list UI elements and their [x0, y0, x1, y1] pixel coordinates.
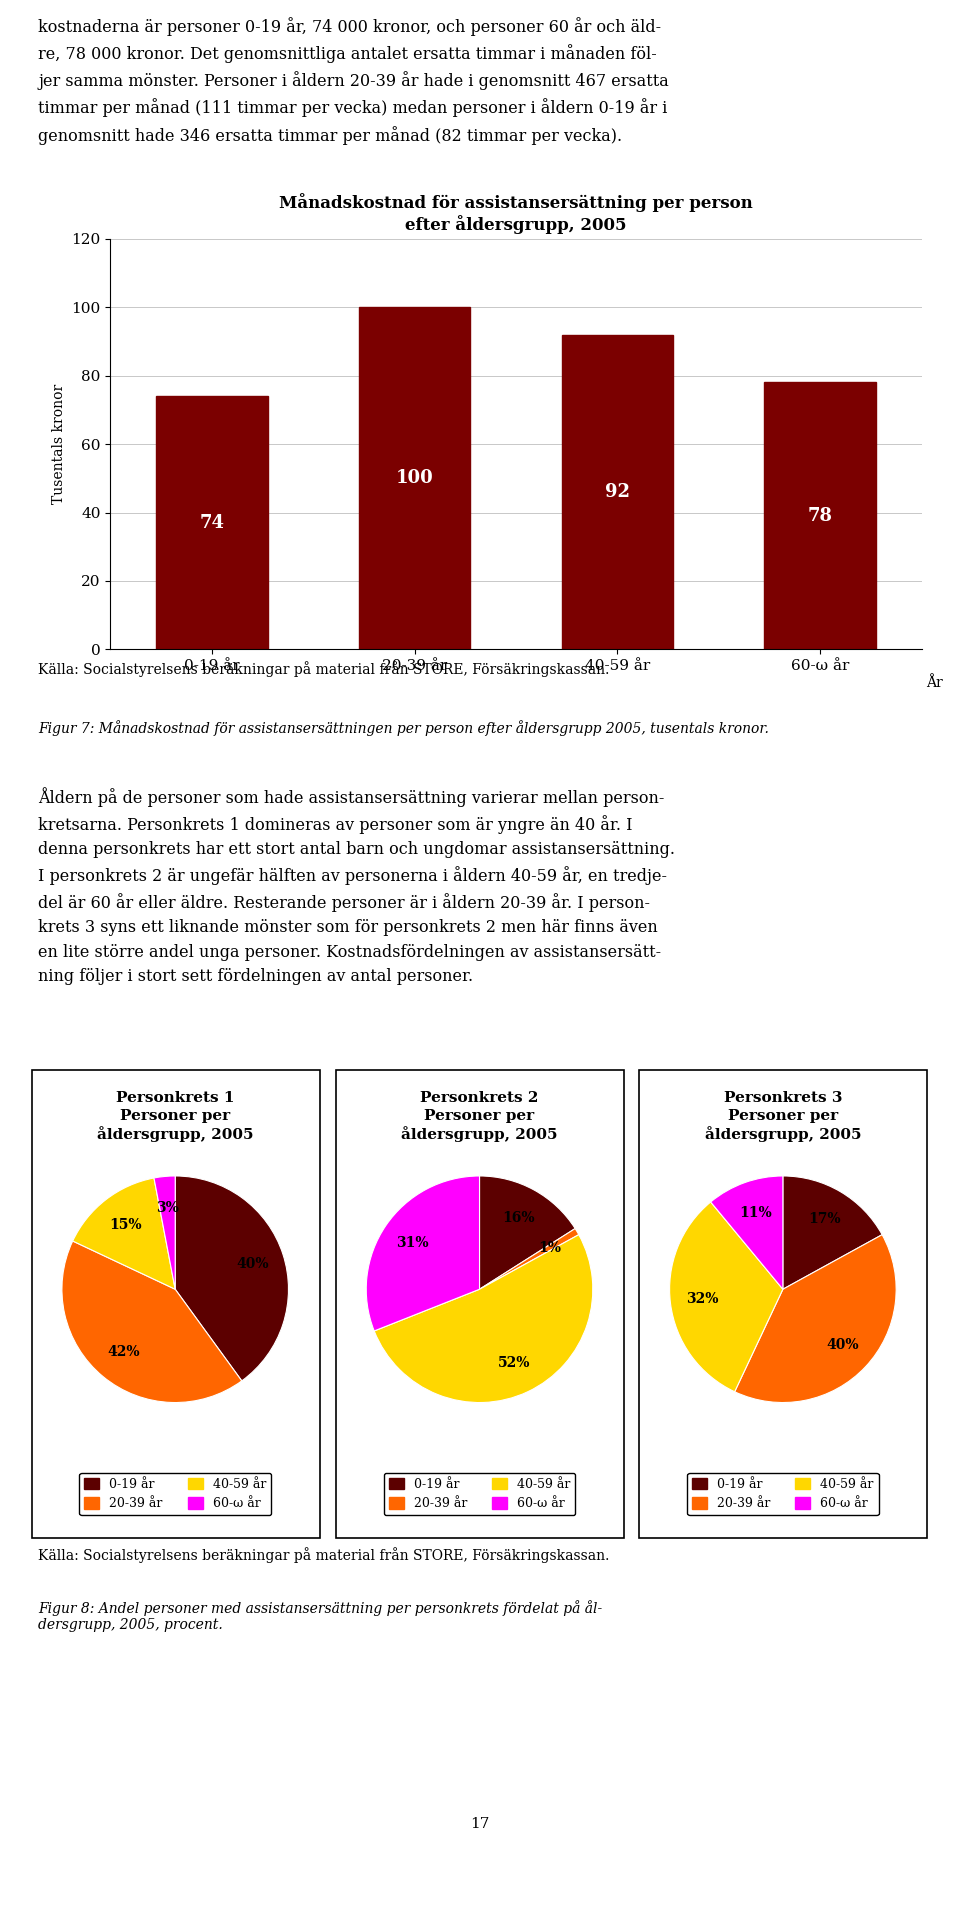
Text: 16%: 16%	[502, 1211, 535, 1224]
Text: 40%: 40%	[826, 1339, 858, 1352]
Text: 78: 78	[807, 506, 832, 525]
Text: 17: 17	[470, 1816, 490, 1832]
Wedge shape	[734, 1234, 896, 1402]
Wedge shape	[62, 1242, 242, 1402]
Wedge shape	[374, 1234, 592, 1402]
Text: 74: 74	[200, 514, 225, 531]
Text: År: År	[925, 676, 943, 690]
Legend: 0-19 år, 20-39 år, 40-59 år, 60-ω år: 0-19 år, 20-39 år, 40-59 år, 60-ω år	[80, 1473, 271, 1515]
Text: Åldern på de personer som hade assistansersättning varierar mellan person-
krets: Åldern på de personer som hade assistans…	[38, 787, 676, 986]
Text: Figur 7: Månadskostnad för assistansersättningen per person efter åldersgrupp 20: Figur 7: Månadskostnad för assistansersä…	[38, 720, 769, 737]
Text: 1%: 1%	[539, 1242, 562, 1255]
Text: 11%: 11%	[739, 1205, 772, 1219]
Title: Personkrets 1
Personer per
åldersgrupp, 2005: Personkrets 1 Personer per åldersgrupp, …	[97, 1091, 253, 1142]
Text: 3%: 3%	[156, 1201, 179, 1215]
Wedge shape	[710, 1177, 783, 1289]
Wedge shape	[480, 1228, 579, 1289]
Legend: 0-19 år, 20-39 år, 40-59 år, 60-ω år: 0-19 år, 20-39 år, 40-59 år, 60-ω år	[384, 1473, 575, 1515]
Bar	[562, 334, 673, 649]
Wedge shape	[367, 1177, 480, 1331]
Wedge shape	[782, 1177, 882, 1289]
Text: Källa: Socialstyrelsens beräkningar på material från STORE, Försäkringskassan.: Källa: Socialstyrelsens beräkningar på m…	[38, 1547, 610, 1562]
Title: Personkrets 3
Personer per
åldersgrupp, 2005: Personkrets 3 Personer per åldersgrupp, …	[705, 1091, 861, 1142]
Text: 31%: 31%	[396, 1236, 428, 1251]
Text: 17%: 17%	[808, 1213, 841, 1226]
Title: Personkrets 2
Personer per
åldersgrupp, 2005: Personkrets 2 Personer per åldersgrupp, …	[401, 1091, 558, 1142]
Text: 52%: 52%	[498, 1356, 531, 1369]
Y-axis label: Tusentals kronor: Tusentals kronor	[52, 384, 66, 504]
Text: 92: 92	[605, 483, 630, 500]
Bar	[359, 308, 470, 649]
Wedge shape	[175, 1177, 288, 1381]
Text: 100: 100	[396, 470, 434, 487]
Bar	[764, 382, 876, 649]
Wedge shape	[670, 1201, 783, 1392]
Text: Källa: Socialstyrelsens beräkningar på material från STORE, Försäkringskassan.: Källa: Socialstyrelsens beräkningar på m…	[38, 661, 610, 676]
Text: kostnaderna är personer 0-19 år, 74 000 kronor, och personer 60 år och äld-
re, : kostnaderna är personer 0-19 år, 74 000 …	[38, 17, 669, 145]
Wedge shape	[154, 1177, 176, 1289]
Legend: 0-19 år, 20-39 år, 40-59 år, 60-ω år: 0-19 år, 20-39 år, 40-59 år, 60-ω år	[687, 1473, 878, 1515]
Text: 42%: 42%	[107, 1345, 139, 1360]
Bar	[156, 395, 268, 649]
Title: Månadskostnad för assistansersättning per person
efter åldersgrupp, 2005: Månadskostnad för assistansersättning pe…	[279, 193, 753, 235]
Text: 15%: 15%	[108, 1219, 141, 1232]
Text: 40%: 40%	[236, 1257, 269, 1270]
Text: Figur 8: Andel personer med assistansersättning per personkrets fördelat på ål-
: Figur 8: Andel personer med assistansers…	[38, 1601, 603, 1631]
Text: 32%: 32%	[685, 1293, 718, 1306]
Wedge shape	[73, 1178, 175, 1289]
Wedge shape	[479, 1177, 575, 1289]
